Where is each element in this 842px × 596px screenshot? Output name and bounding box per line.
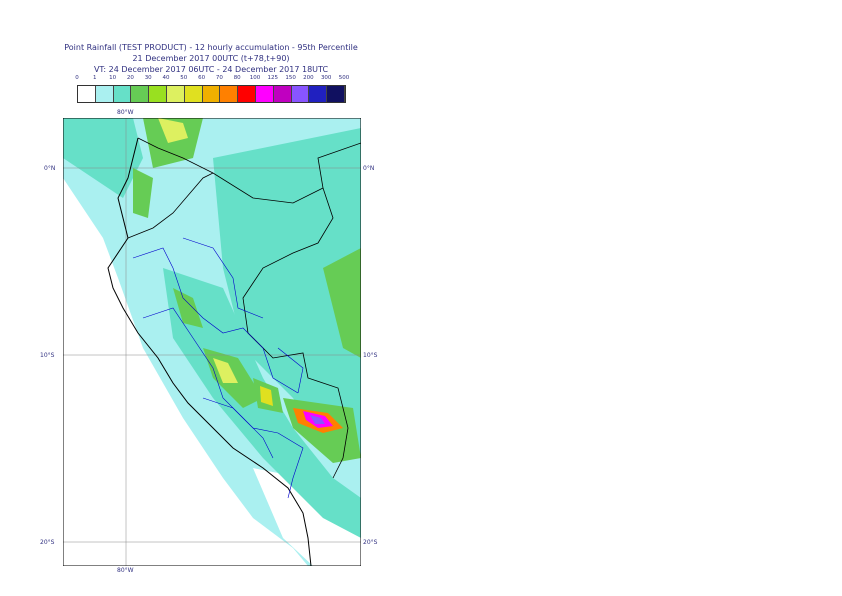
legend-threshold-label: 125 (267, 75, 279, 81)
legend-threshold-label: 30 (144, 75, 152, 81)
legend-swatch (238, 86, 256, 102)
region-border-3 (182, 237, 264, 319)
lat-label-right-10: 10°S (363, 352, 378, 359)
map-run-time: 21 December 2017 00UTC (t+78,t+90) (132, 54, 290, 63)
legend-threshold-label: 1 (93, 75, 97, 81)
region-border-1 (132, 247, 299, 394)
legend-threshold-label: 20 (126, 75, 134, 81)
legend-swatch (184, 86, 203, 102)
dry-area-south (253, 468, 361, 566)
lat-label-left-20: 20°S (40, 539, 55, 546)
rain-area-40-50-north (158, 118, 188, 143)
legend-threshold-label: 200 (303, 75, 314, 81)
legend-threshold-label: 10 (109, 75, 117, 81)
lon-label-top: 80°W (117, 109, 134, 116)
rain-area-20-30-ecuador (133, 168, 153, 218)
legend-swatch (131, 86, 150, 102)
legend-threshold-label: 300 (320, 75, 332, 81)
lon-label-bottom: 80°W (117, 567, 134, 574)
border-north (137, 137, 361, 204)
legend-threshold-label: 150 (285, 75, 296, 81)
legend-threshold-label: 0 (75, 75, 79, 81)
coastline (107, 137, 312, 566)
legend-threshold-label: 40 (162, 75, 170, 81)
legend-swatch (309, 86, 328, 102)
rain-area-20-30-east (323, 248, 361, 358)
legend-swatch (202, 86, 221, 102)
legend-threshold-label: 500 (338, 75, 350, 81)
lat-label-right-0: 0°N (363, 165, 375, 172)
rain-area-150-200-core (310, 415, 325, 424)
dry-area-coast (63, 178, 308, 566)
lat-label-left-0: 0°N (44, 165, 56, 172)
border-ecuador (127, 172, 214, 239)
rain-area-10-20-east (213, 128, 361, 458)
map-valid-time: VT: 24 December 2017 06UTC - 24 December… (93, 65, 329, 74)
legend-threshold-label: 50 (180, 75, 188, 81)
region-border-2 (142, 307, 274, 459)
legend-swatch (220, 86, 239, 102)
dry-area-ocean (63, 178, 108, 318)
rain-area-40-50-central (213, 358, 238, 383)
legend-color-bar (77, 85, 346, 103)
rain-area-20-30-north (143, 118, 203, 168)
lat-label-right-20: 20°S (363, 539, 378, 546)
map-title: Point Rainfall (TEST PRODUCT) - 12 hourl… (64, 43, 358, 52)
legend-threshold-label: 70 (215, 75, 223, 81)
legend-swatch (149, 86, 167, 102)
legend-swatch (255, 86, 274, 102)
rain-area-20-30-north-andes (173, 288, 203, 328)
legend-threshold-label: 80 (233, 75, 241, 81)
region-border-4 (202, 397, 304, 499)
legend-swatch (327, 86, 345, 102)
rain-area-50-60-central (260, 386, 273, 406)
lat-label-left-10: 10°S (40, 352, 55, 359)
legend-threshold-label: 100 (249, 75, 261, 81)
legend-threshold-label: 60 (198, 75, 206, 81)
rain-area-10-20-nw (63, 118, 143, 198)
legend-swatch (78, 86, 96, 102)
legend-threshold-labels: 0 1 10 20 30 40 50 60 70 80 100 125 150 200 300 500 (75, 75, 357, 85)
rainfall-map (63, 118, 361, 566)
legend-swatch (291, 86, 310, 102)
legend-swatch (166, 86, 185, 102)
color-legend: 0 1 10 20 30 40 50 60 70 80 100 125 150 200 300 500 (75, 75, 357, 103)
legend-swatch (113, 86, 132, 102)
legend-swatch (273, 86, 292, 102)
region-border-5 (277, 347, 304, 394)
legend-swatch (95, 86, 114, 102)
